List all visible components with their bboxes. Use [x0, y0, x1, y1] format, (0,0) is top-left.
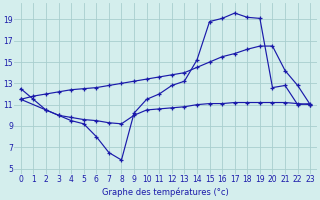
X-axis label: Graphe des températures (°c): Graphe des températures (°c) — [102, 187, 229, 197]
